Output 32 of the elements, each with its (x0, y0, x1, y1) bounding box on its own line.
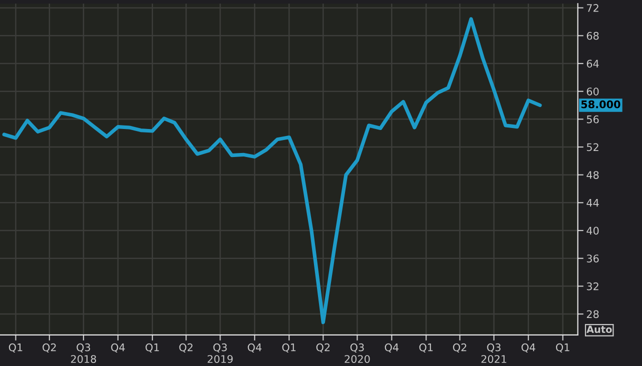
x-tick-label: Q4 (111, 343, 125, 352)
x-tick-label: Q2 (316, 343, 330, 352)
y-tick-label: 44 (586, 199, 599, 207)
y-tick-label: 28 (586, 310, 599, 318)
y-tick-label: 48 (586, 171, 599, 179)
y-tick-label: 52 (586, 143, 598, 152)
y-tick-label: 64 (586, 60, 599, 68)
x-tick-label: Q3 2019 (208, 343, 233, 363)
x-tick-label: Q2 (42, 343, 56, 352)
y-tick-label: 32 (586, 282, 598, 290)
x-tick-label: Q1 (146, 343, 159, 352)
x-tick-label: Q1 (419, 343, 433, 352)
y-tick-label: 40 (586, 226, 599, 235)
x-tick-label: Q3 2020 (344, 343, 370, 363)
x-tick-label: Q4 (384, 343, 399, 352)
line-series (2, 17, 542, 324)
x-tick-label: Q3 2018 (71, 343, 96, 363)
x-tick-label: Q1 (556, 343, 570, 352)
x-tick-label: Q2 (179, 343, 192, 352)
y-tick-label: 72 (586, 4, 598, 12)
y-tick-label: 56 (586, 115, 599, 124)
x-tick-label: Q1 (282, 343, 296, 352)
x-tick-label: Q3 2021 (481, 343, 506, 363)
text: 58.000 (581, 100, 620, 108)
x-tick-label: Q4 (248, 343, 262, 352)
x-tick-label: Q1 (8, 343, 22, 352)
y-tick-label: 60 (586, 88, 599, 96)
text: Auto (586, 326, 612, 334)
y-tick-label: 36 (586, 254, 599, 262)
x-tick-label: Q2 (453, 343, 466, 352)
y-tick-label: 68 (586, 32, 599, 40)
x-tick-label: Q4 (522, 343, 536, 352)
